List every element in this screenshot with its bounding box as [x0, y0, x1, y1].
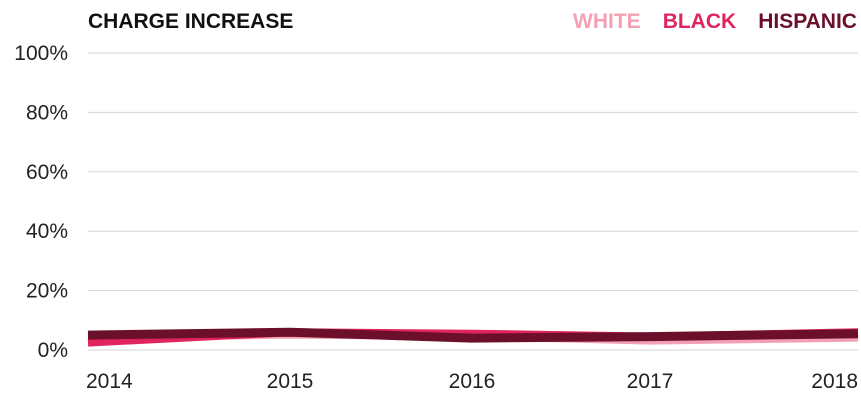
x-axis-ticks: 2014 2015 2016 2017 2018 [86, 370, 858, 393]
y-tick-label: 20% [26, 280, 68, 303]
legend-item-white: WHITE [573, 10, 641, 33]
chart-title: CHARGE INCREASE [88, 10, 293, 33]
y-axis-ticks: 0% 20% 40% 60% 80% 100% [14, 42, 68, 362]
y-tick-label: 40% [26, 220, 68, 243]
x-tick-label: 2016 [449, 370, 496, 393]
series-line-hispanic [87, 327, 859, 343]
x-tick-label: 2017 [627, 370, 674, 393]
y-tick-label: 100% [14, 42, 68, 65]
x-tick-label: 2014 [86, 370, 133, 393]
x-tick-label: 2015 [267, 370, 314, 393]
y-tick-label: 0% [38, 339, 68, 362]
y-tick-label: 60% [26, 161, 68, 184]
x-tick-label: 2018 [811, 370, 858, 393]
legend: WHITE BLACK HISPANIC [573, 10, 857, 33]
grid-lines [88, 52, 858, 351]
legend-item-hispanic: HISPANIC [758, 10, 857, 33]
legend-item-black: BLACK [663, 10, 737, 33]
y-tick-label: 80% [26, 101, 68, 124]
series-lines [87, 327, 859, 347]
